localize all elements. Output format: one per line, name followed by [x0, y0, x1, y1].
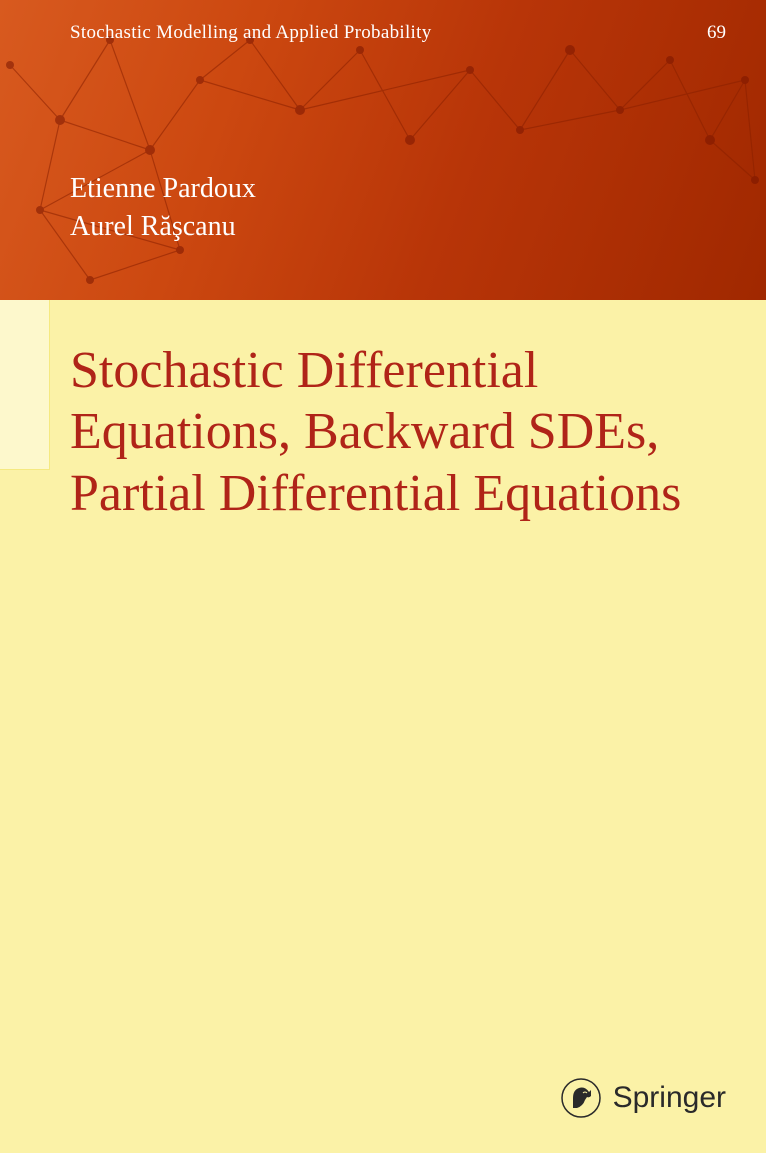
author-1: Etienne Pardoux	[70, 170, 256, 208]
publisher-name: Springer	[613, 1081, 726, 1115]
authors-block: Etienne Pardoux Aurel Răşcanu	[70, 170, 256, 246]
series-name: Stochastic Modelling and Applied Probabi…	[70, 22, 432, 44]
book-cover: Stochastic Modelling and Applied Probabi…	[0, 0, 766, 1153]
springer-horse-icon	[561, 1078, 601, 1118]
publisher-block: Springer	[561, 1078, 726, 1118]
book-title: Stochastic Differential Equations, Backw…	[70, 340, 716, 524]
network-graphic	[0, 0, 766, 300]
series-volume: 69	[707, 22, 726, 44]
top-band: Stochastic Modelling and Applied Probabi…	[0, 0, 766, 300]
author-2: Aurel Răşcanu	[70, 208, 256, 246]
side-accent-rect	[0, 300, 50, 470]
